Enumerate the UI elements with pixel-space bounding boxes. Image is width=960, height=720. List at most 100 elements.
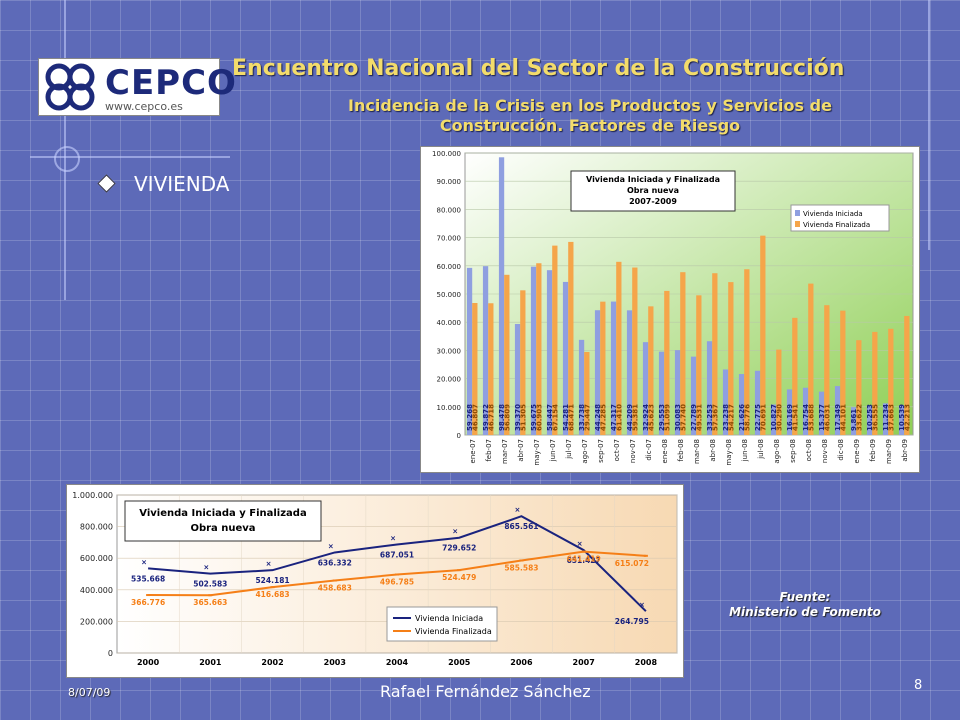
source-note: Fuente: Ministerio de Fomento bbox=[700, 590, 910, 620]
x-tick-label: feb-07 bbox=[485, 439, 493, 462]
y-tick-label: 60.000 bbox=[437, 263, 462, 271]
y-tick-label: 50.000 bbox=[437, 291, 462, 299]
x-tick-label: nov-08 bbox=[821, 439, 829, 463]
bar-data-label: 15.377 bbox=[818, 404, 826, 431]
x-tick-label: abr-08 bbox=[709, 439, 717, 462]
bar-data-label: 41.541 bbox=[791, 404, 799, 431]
line-data-label: 585.583 bbox=[504, 563, 538, 572]
legend-label: Vivienda Iniciada bbox=[415, 614, 483, 623]
bar-data-label: 67.154 bbox=[551, 404, 559, 431]
bar-data-label: 27.789 bbox=[690, 404, 698, 431]
bar-data-label: 44.209 bbox=[626, 404, 634, 431]
line-marker-iniciada: × bbox=[266, 560, 272, 568]
x-tick-label: oct-08 bbox=[805, 439, 813, 461]
x-tick-label: 2006 bbox=[510, 658, 533, 667]
y-tick-label: 400.000 bbox=[80, 586, 113, 595]
line-marker-finalizada bbox=[332, 579, 337, 582]
bar-data-label: 29.447 bbox=[583, 404, 591, 431]
bar-finalizada bbox=[536, 263, 542, 435]
bar-data-label: 44.248 bbox=[594, 404, 602, 431]
decorative-vertical-line-right bbox=[928, 0, 930, 250]
bar-data-label: 29.553 bbox=[658, 404, 666, 431]
bar-finalizada bbox=[824, 305, 830, 435]
bar-iniciada bbox=[498, 157, 505, 435]
line-marker-iniciada: × bbox=[203, 564, 209, 572]
bar-data-label: 56.809 bbox=[503, 404, 511, 431]
line-data-label: 729.652 bbox=[442, 544, 476, 553]
page-subtitle: Incidencia de la Crisis en los Productos… bbox=[290, 96, 890, 136]
bar-iniciada bbox=[770, 404, 777, 435]
line-data-label: 524.181 bbox=[255, 576, 289, 585]
bar-iniciada bbox=[658, 351, 665, 435]
bar-data-label: 16.169 bbox=[786, 404, 794, 431]
line-marker-finalizada bbox=[270, 586, 275, 589]
bar-finalizada bbox=[712, 273, 718, 435]
line-marker-finalizada bbox=[457, 569, 462, 572]
bar-data-label: 36.555 bbox=[871, 404, 879, 431]
bar-finalizada bbox=[584, 351, 590, 435]
line-data-label: 687.051 bbox=[380, 550, 414, 559]
line-data-label: 264.795 bbox=[615, 617, 649, 626]
bar-iniciada bbox=[578, 339, 585, 435]
bar-data-label: 11.234 bbox=[882, 404, 890, 431]
x-tick-label: jun-08 bbox=[741, 439, 749, 462]
bar-data-label: 53.688 bbox=[807, 404, 815, 431]
bar-finalizada bbox=[616, 261, 622, 435]
line-data-label: 636.332 bbox=[318, 558, 352, 567]
bar-finalizada bbox=[696, 295, 702, 435]
bar-finalizada bbox=[872, 331, 878, 435]
bar-iniciada bbox=[546, 270, 553, 435]
bar-finalizada bbox=[632, 267, 638, 435]
bar-data-label: 59.381 bbox=[631, 404, 639, 431]
y-tick-label: 70.000 bbox=[437, 235, 462, 243]
y-tick-label: 0 bbox=[108, 649, 113, 658]
bar-iniciada bbox=[754, 370, 761, 435]
line-data-label: 865.561 bbox=[504, 522, 538, 531]
line-marker-finalizada bbox=[146, 594, 151, 597]
bar-data-label: 33.253 bbox=[706, 404, 714, 431]
bar-finalizada bbox=[568, 241, 574, 435]
bar-iniciada bbox=[642, 342, 649, 435]
legend-swatch bbox=[795, 221, 800, 227]
bar-iniciada bbox=[610, 301, 617, 435]
legend-label: Vivienda Finalizada bbox=[415, 627, 492, 636]
bar-iniciada bbox=[786, 389, 793, 435]
source-name: Ministerio de Fomento bbox=[729, 605, 881, 619]
legend-label: Vivienda Iniciada bbox=[803, 210, 863, 218]
bar-data-label: 39.370 bbox=[514, 404, 522, 431]
bar-finalizada bbox=[648, 306, 654, 435]
bar-chart: 0 10.000 20.000 30.000 40.000 50.000 60.000 70.… bbox=[432, 150, 914, 466]
line-data-label: 458.683 bbox=[318, 584, 352, 593]
x-tick-label: 2005 bbox=[448, 658, 471, 667]
logo-url: www.cepco.es bbox=[105, 100, 183, 113]
x-tick-label: 2000 bbox=[137, 658, 160, 667]
bar-iniciada bbox=[514, 323, 521, 435]
line-marker-iniciada: × bbox=[390, 534, 396, 542]
bar-iniciada bbox=[482, 266, 489, 435]
y-tick-label: 10.000 bbox=[437, 404, 462, 412]
x-tick-label: 2004 bbox=[386, 658, 409, 667]
bar-iniciada bbox=[802, 387, 809, 435]
x-tick-label: mar-09 bbox=[885, 439, 893, 464]
chart-period: 2007-2009 bbox=[629, 197, 677, 206]
footer-author: Rafael Fernández Sánchez bbox=[380, 682, 591, 701]
bar-data-label: 70.691 bbox=[759, 404, 767, 431]
bar-data-label: 68.471 bbox=[567, 404, 575, 431]
bar-data-label: 42.213 bbox=[903, 404, 911, 431]
bar-data-label: 49.531 bbox=[695, 404, 703, 431]
bullet-text: VIVIENDA bbox=[134, 172, 230, 196]
bar-finalizada bbox=[760, 235, 766, 435]
y-tick-label: 0 bbox=[457, 432, 461, 440]
x-tick-label: sep-07 bbox=[597, 439, 605, 463]
line-data-label: 502.583 bbox=[193, 580, 227, 589]
diamond-bullet-icon bbox=[97, 174, 116, 193]
line-marker-finalizada bbox=[208, 594, 213, 597]
legend-label: Vivienda Finalizada bbox=[803, 221, 870, 229]
bar-finalizada bbox=[488, 303, 494, 435]
decorative-circle bbox=[54, 146, 80, 172]
chart-title-box bbox=[124, 500, 322, 542]
bar-data-label: 33.622 bbox=[855, 404, 863, 431]
bar-finalizada bbox=[680, 272, 686, 435]
bar-data-label: 57.367 bbox=[711, 404, 719, 431]
logo-emblem-icon bbox=[45, 63, 95, 111]
